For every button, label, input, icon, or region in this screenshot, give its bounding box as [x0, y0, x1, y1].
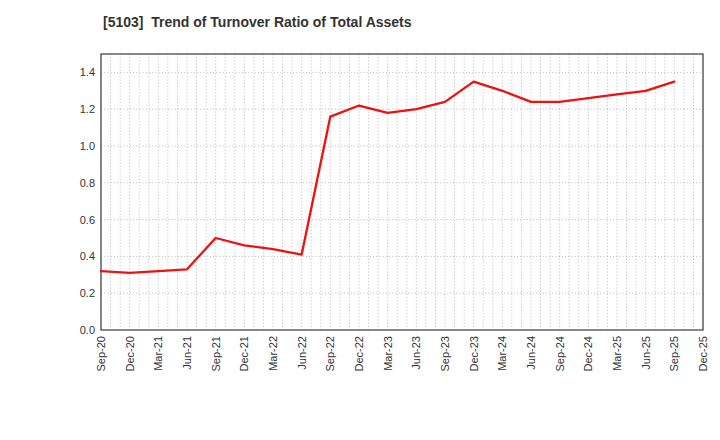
x-axis-tick-label: Dec-22	[353, 336, 365, 371]
y-axis-tick-label: 0.0	[80, 324, 95, 336]
x-axis-tick-label: Mar-25	[611, 336, 623, 371]
x-axis-tick-label: Mar-23	[382, 336, 394, 371]
x-axis-tick-label: Jun-24	[525, 336, 537, 370]
x-axis-tick-label: Sep-24	[554, 336, 566, 371]
chart-window: [5103] Trend of Turnover Ratio of Total …	[0, 0, 720, 440]
x-axis-tick-label: Sep-23	[439, 336, 451, 371]
y-axis-tick-label: 0.8	[80, 177, 95, 189]
x-axis-tick-label: Dec-20	[124, 336, 136, 371]
x-axis-tick-label: Jun-25	[640, 336, 652, 370]
x-axis-tick-label: Dec-25	[697, 336, 709, 371]
x-axis-tick-label: Dec-21	[238, 336, 250, 371]
y-axis-tick-label: 1.0	[80, 140, 95, 152]
x-axis-tick-label: Jun-23	[410, 336, 422, 370]
y-axis-tick-label: 1.4	[80, 66, 95, 78]
y-axis-tick-label: 0.6	[80, 214, 95, 226]
x-axis-tick-label: Sep-20	[95, 336, 107, 371]
x-axis-tick-label: Jun-22	[296, 336, 308, 370]
x-axis-tick-label: Sep-21	[210, 336, 222, 371]
x-axis-tick-label: Dec-23	[468, 336, 480, 371]
y-axis-tick-label: 1.2	[80, 103, 95, 115]
x-axis-tick-label: Mar-21	[152, 336, 164, 371]
series-line	[101, 82, 674, 273]
y-axis-tick-label: 0.2	[80, 287, 95, 299]
x-axis-tick-label: Mar-22	[267, 336, 279, 371]
y-axis-tick-label: 0.4	[80, 250, 95, 262]
x-axis-tick-label: Sep-22	[324, 336, 336, 371]
x-axis-tick-label: Dec-24	[582, 336, 594, 371]
x-axis-tick-label: Sep-25	[668, 336, 680, 371]
turnover-ratio-line-chart: 0.0 0.2 0.4 0.6 0.8 1.0 1.2 1.4 Sep-20 Dec-20 Mar-…	[0, 0, 720, 440]
x-axis-tick-label: Mar-24	[496, 336, 508, 371]
x-axis-tick-label: Jun-21	[181, 336, 193, 370]
